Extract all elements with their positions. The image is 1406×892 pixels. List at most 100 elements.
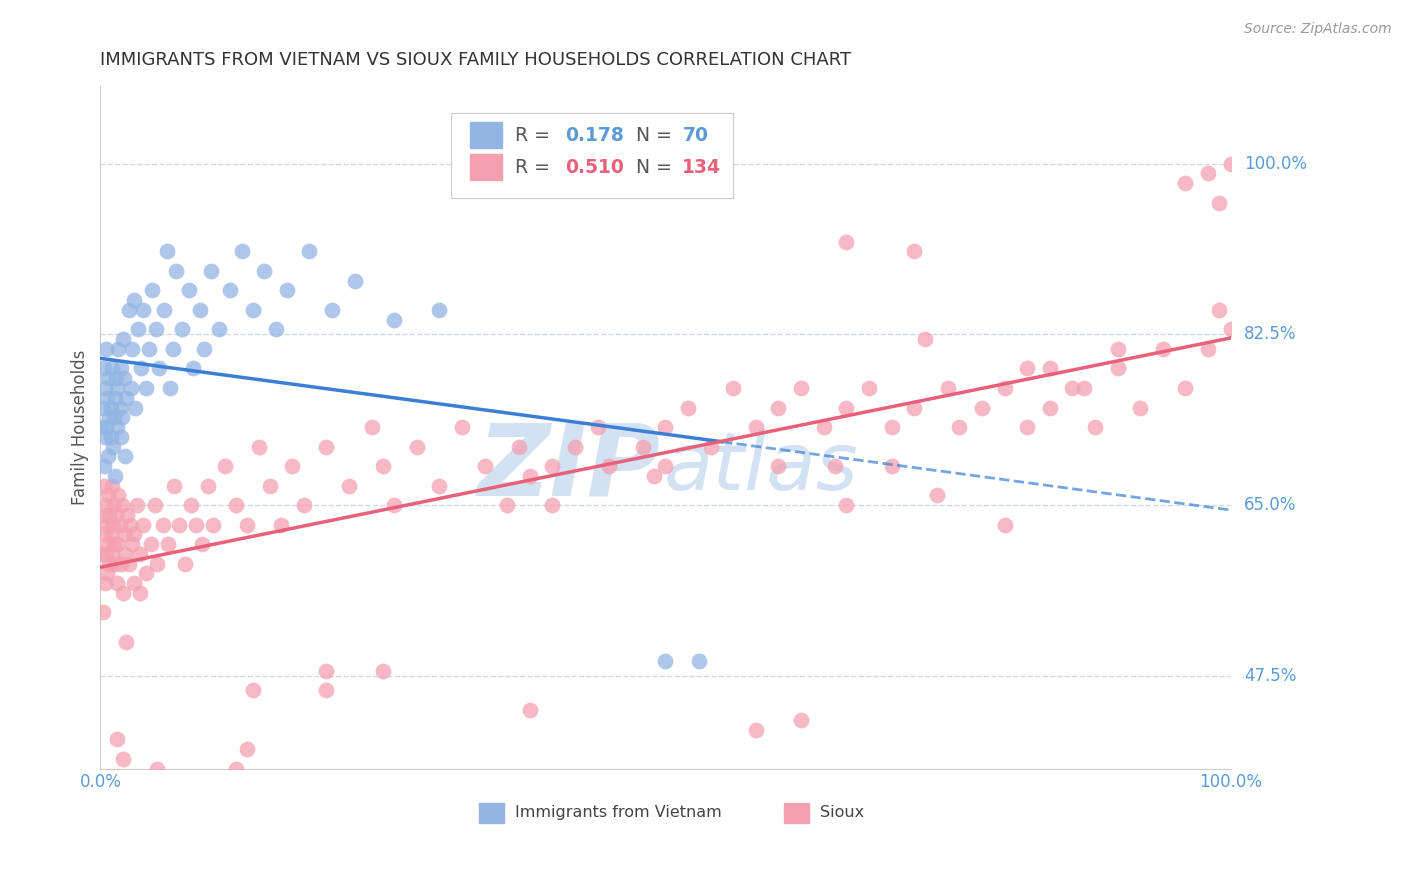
Point: [110, 430, 132, 444]
Point: [104, 468, 127, 483]
Point: [790, 381, 813, 395]
Text: 134: 134: [682, 158, 721, 177]
Point: [181, 361, 204, 376]
Point: [360, 420, 382, 434]
Point: [925, 488, 948, 502]
Point: [125, 498, 148, 512]
Point: [96, 517, 118, 532]
Point: [496, 498, 519, 512]
Point: [880, 420, 903, 434]
Point: [104, 391, 127, 405]
Point: [745, 420, 768, 434]
Point: [337, 478, 360, 492]
Text: Source: ZipAtlas.com: Source: ZipAtlas.com: [1244, 22, 1392, 37]
Point: [141, 537, 163, 551]
Point: [474, 458, 496, 473]
Point: [298, 244, 321, 259]
Point: [90, 420, 112, 434]
Point: [91, 401, 114, 415]
Point: [1174, 176, 1197, 190]
Point: [94, 576, 117, 591]
Point: [1208, 302, 1230, 317]
Point: [1197, 166, 1219, 180]
Point: [120, 381, 142, 395]
Point: [98, 508, 121, 522]
Point: [105, 576, 128, 591]
Point: [903, 244, 925, 259]
Point: [264, 322, 287, 336]
Point: [112, 527, 135, 541]
Point: [191, 537, 214, 551]
Point: [96, 391, 118, 405]
Point: [143, 498, 166, 512]
Point: [141, 284, 163, 298]
Point: [1039, 401, 1062, 415]
Point: [790, 713, 813, 727]
Point: [200, 264, 222, 278]
Point: [654, 458, 676, 473]
Point: [880, 458, 903, 473]
Point: [371, 664, 394, 678]
Text: 70: 70: [682, 126, 709, 145]
Text: Sioux: Sioux: [820, 805, 865, 821]
Point: [654, 420, 676, 434]
Text: atlas: atlas: [664, 429, 859, 507]
Point: [676, 401, 699, 415]
Point: [508, 440, 530, 454]
Point: [598, 458, 620, 473]
Point: [236, 742, 259, 756]
Point: [993, 517, 1015, 532]
Point: [103, 537, 125, 551]
Point: [100, 361, 122, 376]
Bar: [785, 803, 808, 823]
Point: [259, 478, 281, 492]
Point: [105, 381, 128, 395]
Point: [97, 371, 120, 385]
Point: [121, 537, 143, 551]
Point: [1219, 322, 1241, 336]
Point: [914, 332, 936, 346]
Point: [129, 361, 152, 376]
Point: [132, 517, 155, 532]
Point: [94, 498, 117, 512]
Point: [1219, 156, 1241, 170]
Point: [100, 527, 122, 541]
Point: [197, 478, 219, 492]
Point: [111, 410, 134, 425]
Point: [103, 498, 125, 512]
Point: [276, 284, 298, 298]
Point: [101, 517, 124, 532]
Y-axis label: Family Households: Family Households: [72, 350, 89, 505]
Point: [93, 527, 115, 541]
Point: [138, 342, 160, 356]
Point: [174, 557, 197, 571]
Point: [236, 517, 259, 532]
Point: [429, 302, 451, 317]
Point: [903, 401, 925, 415]
Point: [103, 410, 125, 425]
Text: 82.5%: 82.5%: [1244, 326, 1296, 343]
Point: [159, 381, 181, 395]
Text: N =: N =: [636, 158, 678, 177]
Point: [165, 264, 187, 278]
Text: IMMIGRANTS FROM VIETNAM VS SIOUX FAMILY HOUSEHOLDS CORRELATION CHART: IMMIGRANTS FROM VIETNAM VS SIOUX FAMILY …: [100, 51, 852, 69]
Point: [177, 284, 200, 298]
Point: [745, 723, 768, 737]
Point: [94, 342, 117, 356]
Point: [281, 458, 304, 473]
Point: [699, 440, 721, 454]
Point: [1129, 401, 1152, 415]
Point: [1039, 361, 1062, 376]
Point: [111, 752, 134, 766]
Point: [688, 654, 710, 668]
Point: [292, 498, 315, 512]
Point: [225, 762, 247, 776]
Point: [100, 547, 122, 561]
Point: [219, 284, 242, 298]
Point: [110, 557, 132, 571]
Point: [169, 517, 191, 532]
Point: [180, 498, 202, 512]
Point: [970, 401, 993, 415]
Text: 47.5%: 47.5%: [1244, 667, 1296, 685]
Point: [148, 361, 170, 376]
